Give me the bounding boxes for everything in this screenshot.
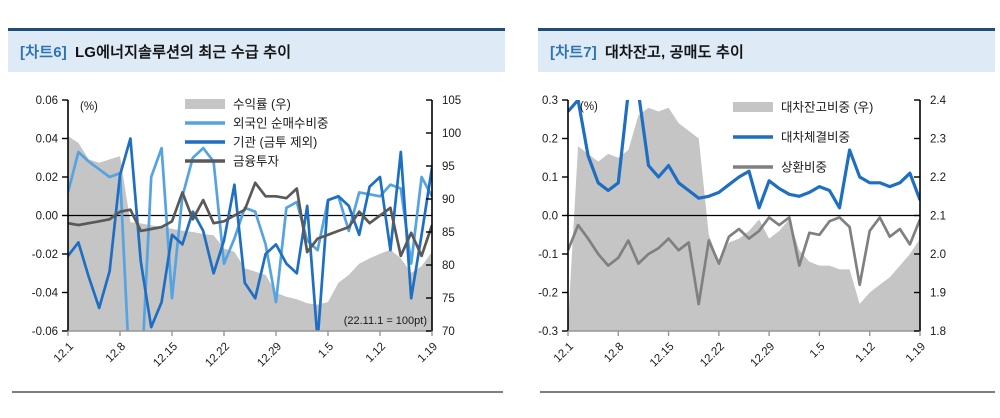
- chart7-header-tag: [차트7]: [550, 44, 597, 61]
- legend-label: 대차잔고비중 (우): [781, 101, 873, 115]
- y-right-tick-label: 2.3: [930, 134, 946, 146]
- legend-swatch-area: [733, 102, 773, 112]
- y-right-tick-label: 85: [442, 227, 455, 239]
- legend-label: 외국인 순매수비중: [233, 117, 328, 131]
- x-tick-label: 1.12: [854, 341, 878, 365]
- line-series-1: [68, 137, 432, 331]
- x-tick-label: 12.15: [648, 341, 677, 370]
- x-tick-label: 12.15: [151, 341, 180, 370]
- chart7-bottom-divider: [540, 391, 995, 393]
- line-series-0: [568, 100, 920, 210]
- unit-label: (%): [80, 101, 98, 113]
- x-tick-label: 12.29: [748, 341, 777, 370]
- legend-swatch-area: [185, 99, 225, 109]
- chart6-bottom-divider: [12, 391, 503, 393]
- y-left-tick-label: 0.00: [36, 211, 58, 223]
- x-tick-label: 12.22: [203, 341, 232, 370]
- y-right-tick-label: 80: [442, 260, 455, 272]
- y-left-tick-label: 0.0: [542, 211, 558, 223]
- legend-label: 상환비중: [781, 161, 827, 175]
- y-right-tick-label: 90: [442, 194, 455, 206]
- y-right-tick-label: 105: [442, 95, 461, 107]
- line-series-0: [68, 146, 432, 331]
- y-right-tick-label: 2.1: [930, 211, 946, 223]
- chart6-header-title: LG에너지솔루션의 최근 수급 추이: [74, 44, 292, 61]
- y-left-tick-label: 0.3: [542, 95, 558, 107]
- x-tick-label: 12.1: [52, 341, 76, 365]
- y-left-tick-label: -0.3: [538, 326, 558, 338]
- x-tick-label: 12.22: [698, 341, 727, 370]
- chart6-supply-demand-chart: 0.06 0.04 0.02 0.00 -0.02 -0.04 -0.06 105 100 95 9…: [32, 95, 461, 370]
- chart7-header-title: 대차잔고, 공매도 추이: [604, 44, 745, 61]
- y-right-tick-label: 2.4: [930, 95, 947, 107]
- y-left-tick-label: -0.06: [32, 326, 58, 338]
- y-left-tick-label: 0.2: [542, 134, 558, 146]
- x-tick-label: 1.5: [316, 341, 336, 361]
- y-right-tick-label: 2.0: [930, 249, 946, 261]
- x-tick-label: 1.19: [904, 341, 928, 365]
- y-right-tick-label: 95: [442, 161, 455, 173]
- y-right-tick-label: 70: [442, 326, 455, 338]
- y-left-tick-label: 0.1: [542, 172, 558, 184]
- y-left-tick-label: -0.2: [538, 288, 558, 300]
- y-left-tick-label: -0.02: [32, 249, 58, 261]
- x-tick-label: 1.12: [364, 341, 388, 365]
- y-left-tick-label: -0.04: [32, 288, 59, 300]
- chart7-header: [차트7] 대차잔고, 공매도 추이: [538, 28, 995, 72]
- y-left-tick-label: 0.04: [36, 134, 59, 146]
- legend-label: 대차체결비중: [781, 131, 850, 145]
- y-right-tick-label: 1.8: [930, 326, 946, 338]
- x-tick-label: 1.5: [808, 341, 828, 361]
- area-series: [68, 136, 432, 331]
- y-right-tick-label: 75: [442, 293, 455, 305]
- y-left-tick-label: 0.02: [36, 172, 58, 184]
- chart6-header-tag: [차트6]: [20, 44, 67, 61]
- x-tick-label: 12.1: [552, 341, 576, 365]
- y-right-tick-label: 1.9: [930, 288, 946, 300]
- chart7-loan-short-chart: 0.3 0.2 0.1 0.0 -0.1 -0.2 -0.3 2.4 2.3 2.2 2.1 2.0 1…: [538, 95, 947, 370]
- legend-label: 금융투자: [233, 155, 280, 169]
- x-tick-label: 12.29: [255, 341, 284, 370]
- legend-label: 수익률 (우): [233, 98, 291, 112]
- y-left-tick-label: 0.06: [36, 95, 58, 107]
- area-series: [568, 107, 920, 331]
- y-right-tick-label: 2.2: [930, 172, 946, 184]
- chart-note: (22.11.1 = 100pt): [344, 315, 427, 327]
- line-series-1: [568, 216, 920, 306]
- y-left-tick-label: -0.1: [538, 249, 558, 261]
- legend-label: 기관 (금투 제외): [233, 136, 317, 150]
- line-series-2: [68, 181, 432, 258]
- y-right-tick-label: 100: [442, 128, 461, 140]
- unit-label: (%): [580, 101, 598, 113]
- x-tick-label: 12.8: [602, 341, 626, 365]
- x-tick-label: 12.8: [104, 341, 128, 365]
- chart6-header: [차트6] LG에너지솔루션의 최근 수급 추이: [8, 28, 505, 72]
- x-tick-label: 1.19: [416, 341, 440, 365]
